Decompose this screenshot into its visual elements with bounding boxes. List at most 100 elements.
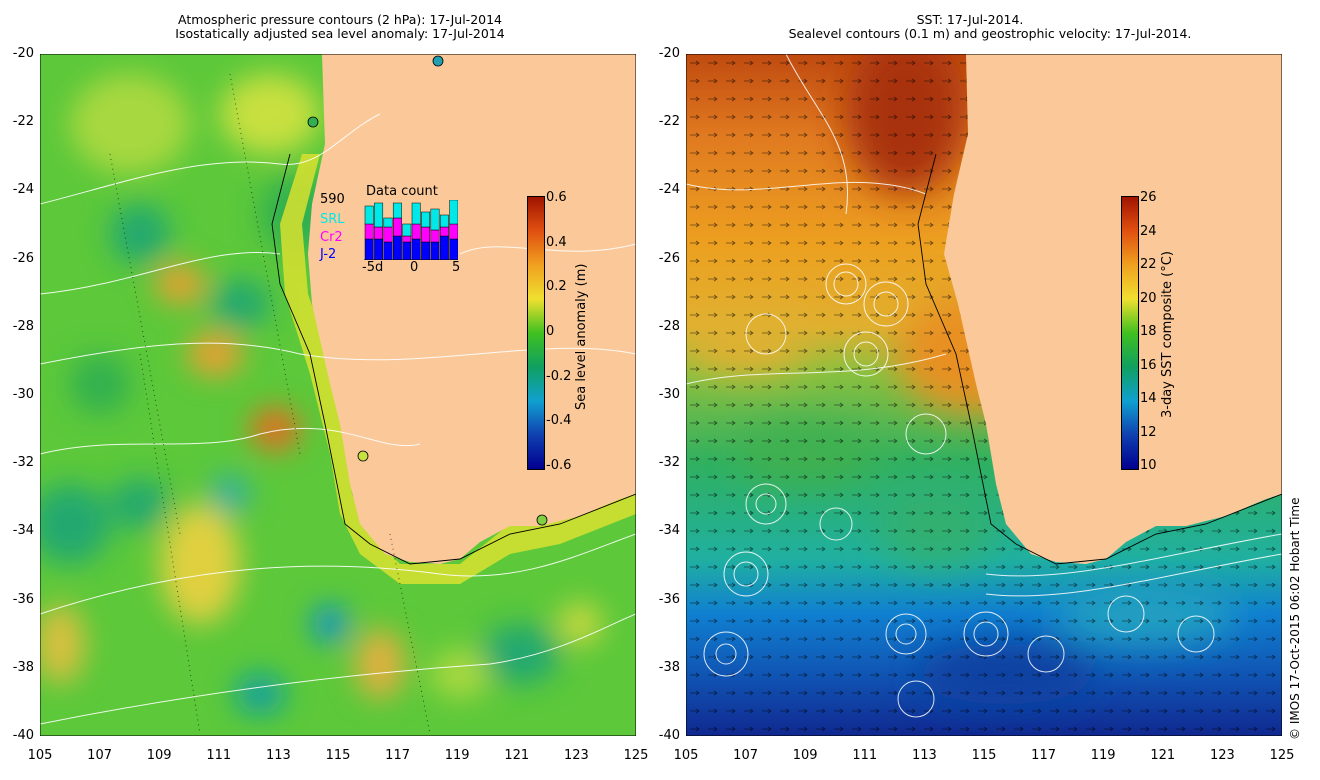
- data-count-inset: Data count 590 SRL Cr2 J-2 -5d 0 5: [318, 184, 468, 284]
- inset-bar-srl: [392, 202, 402, 219]
- inset-bar-j2: [421, 241, 431, 260]
- inset-bar-cr2: [439, 226, 449, 237]
- inset-bar-srl: [430, 208, 440, 231]
- colorbar-tick-label: 26: [1140, 190, 1157, 205]
- longitude-tick-label: 109: [146, 748, 172, 763]
- inset-xtick: 0: [410, 260, 419, 275]
- inset-bar-cr2: [402, 235, 412, 243]
- inset-bar-srl: [449, 200, 458, 225]
- colorbar-tick-label: 24: [1140, 223, 1157, 239]
- inset-bar-srl: [402, 223, 412, 237]
- australia-land: [308, 54, 636, 564]
- latitude-tick-label: -40: [12, 728, 34, 743]
- inset-bar-j2: [392, 235, 402, 260]
- right-title-line2: Sealevel contours (0.1 m) and geostrophi…: [788, 26, 1192, 41]
- longitude-tick-label: 117: [1031, 748, 1056, 763]
- longitude-tick-label: 105: [673, 748, 699, 763]
- left-title-line1: Atmospheric pressure contours (2 hPa): 1…: [177, 12, 503, 27]
- latitude-tick-label: -24: [658, 182, 680, 198]
- left-colorbar-label: Sea level anomaly (m): [574, 263, 589, 410]
- sla-anomaly-field: [40, 74, 602, 714]
- longitude-tick-label: 111: [852, 748, 878, 763]
- inset-bar-cr2: [364, 223, 374, 240]
- latitude-tick-label: -20: [12, 46, 34, 61]
- longitude-tick-label: 123: [563, 748, 589, 763]
- latitude-tick-label: -36: [12, 591, 34, 607]
- latitude-tick-label: -22: [12, 114, 34, 130]
- right-colorbar-label: 3-day SST composite (°C): [1160, 251, 1175, 418]
- inset-bar-cr2: [392, 217, 402, 237]
- colorbar-tick-label: 0.2: [546, 279, 567, 295]
- latitude-tick-label: -30: [12, 387, 34, 402]
- inset-bar-cr2: [421, 226, 431, 243]
- inset-bar-j2: [430, 241, 440, 260]
- latitude-tick-label: -40: [658, 728, 680, 743]
- longitude-tick-label: 107: [87, 748, 112, 763]
- inset-bar-cr2: [430, 229, 440, 243]
- colorbar-tick-label: 22: [1140, 257, 1157, 272]
- longitude-tick-label: 119: [444, 748, 470, 763]
- colorbar-tick-label: 20: [1140, 290, 1157, 306]
- latitude-tick-label: -32: [658, 455, 680, 471]
- colorbar-tick-label: 0.6: [546, 190, 567, 205]
- inset-bar-j2: [411, 238, 421, 260]
- isobath-line: [917, 153, 1282, 565]
- tide-gauge-marker: [357, 450, 369, 462]
- latitude-tick-label: -36: [658, 591, 680, 607]
- sealevel-contours: [686, 54, 1282, 718]
- isobath-line: [271, 153, 636, 565]
- inset-bar-srl: [421, 211, 431, 228]
- left-colorbar: [527, 196, 545, 470]
- inset-bar-cr2: [411, 223, 421, 240]
- right-title-line1: SST: 17-Jul-2014.: [916, 12, 1024, 27]
- inset-bar-j2: [449, 238, 458, 260]
- longitude-tick-label: 109: [792, 748, 818, 763]
- longitude-tick-label: 107: [733, 748, 758, 763]
- legend-cr2: Cr2: [320, 230, 343, 245]
- australia-land: [944, 54, 1282, 564]
- colorbar-tick-label: -0.4: [546, 413, 572, 429]
- latitude-tick-label: -38: [12, 659, 34, 675]
- latitude-tick-label: -34: [658, 523, 680, 539]
- right-map-panel: [686, 54, 1282, 736]
- longitude-tick-label: 113: [265, 748, 291, 763]
- imos-credit: © IMOS 17-Oct-2015 06:02 Hobart Time: [1288, 497, 1302, 740]
- inset-bar-j2: [402, 241, 412, 260]
- inset-bar-srl: [439, 214, 449, 228]
- colorbar-tick-label: 14: [1140, 391, 1157, 406]
- colorbar-tick-label: 12: [1140, 424, 1157, 440]
- latitude-tick-label: -20: [658, 46, 680, 61]
- tide-gauge-marker: [536, 514, 548, 526]
- latitude-tick-label: -24: [12, 182, 34, 198]
- tide-gauge-marker: [307, 116, 319, 128]
- colorbar-tick-label: 16: [1140, 357, 1157, 373]
- inset-bar-cr2: [383, 226, 393, 243]
- left-title-line2: Isostatically adjusted sea level anomaly…: [175, 26, 505, 41]
- legend-j2: J-2: [320, 247, 337, 262]
- inset-bar-srl: [383, 217, 393, 228]
- right-colorbar: [1121, 196, 1139, 470]
- inset-bar-j2: [374, 238, 384, 260]
- inset-bar-j2: [383, 241, 393, 260]
- colorbar-tick-label: 10: [1140, 458, 1157, 473]
- longitude-tick-label: 115: [325, 748, 351, 763]
- longitude-tick-label: 117: [385, 748, 410, 763]
- latitude-tick-label: -28: [12, 318, 34, 334]
- inset-max-count: 590: [320, 192, 345, 207]
- inset-xtick: 5: [452, 260, 461, 275]
- longitude-tick-label: 121: [1150, 748, 1176, 763]
- longitude-tick-label: 111: [206, 748, 232, 763]
- colorbar-tick-label: 0.4: [546, 234, 567, 250]
- longitude-tick-label: 113: [911, 748, 937, 763]
- longitude-tick-label: 105: [27, 748, 53, 763]
- latitude-tick-label: -38: [658, 659, 680, 675]
- legend-srl: SRL: [320, 212, 345, 227]
- longitude-tick-label: 125: [1269, 748, 1295, 763]
- inset-bar-j2: [364, 238, 374, 260]
- inset-bar-cr2: [374, 226, 384, 240]
- colorbar-tick-label: -0.6: [546, 458, 572, 473]
- longitude-tick-label: 125: [623, 748, 649, 763]
- latitude-tick-label: -28: [658, 318, 680, 334]
- latitude-tick-label: -34: [12, 523, 34, 539]
- longitude-tick-label: 123: [1209, 748, 1235, 763]
